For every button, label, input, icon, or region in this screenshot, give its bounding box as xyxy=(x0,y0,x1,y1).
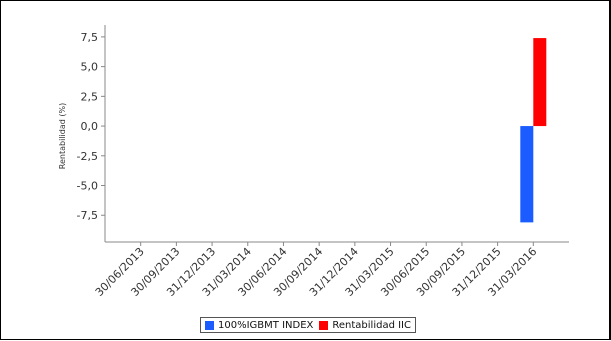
legend-item-series-1: 100%IGBMT INDEX xyxy=(205,320,313,331)
y-tick-label: -5,0 xyxy=(77,180,98,193)
legend-label-series-1: 100%IGBMT INDEX xyxy=(218,319,314,331)
legend-swatch-series-2 xyxy=(319,320,329,330)
y-tick-label: 2,5 xyxy=(81,90,99,103)
legend-label-series-2: Rentabilidad IIC xyxy=(332,319,411,331)
y-tick-label: -2,5 xyxy=(77,150,98,163)
legend: 100%IGBMT INDEX Rentabilidad IIC xyxy=(200,317,416,333)
y-tick-label: 0,0 xyxy=(81,120,99,133)
legend-swatch-series-1 xyxy=(205,320,214,330)
axes xyxy=(104,25,569,243)
y-tick-label: 7,5 xyxy=(81,31,99,44)
y-axis-label: Rentabilidad (%) xyxy=(58,103,67,169)
bar-1-31-03-2016 xyxy=(520,126,534,223)
ticks: 7,55,02,50,0-2,5-5,0-7,530/06/201330/09/… xyxy=(77,31,540,299)
bars xyxy=(520,38,547,223)
y-tick-label: -7,5 xyxy=(77,209,98,222)
bar-2-31-03-2016 xyxy=(533,38,547,127)
y-tick-label: 5,0 xyxy=(81,61,99,74)
legend-item-series-2: Rentabilidad IIC xyxy=(319,320,411,331)
